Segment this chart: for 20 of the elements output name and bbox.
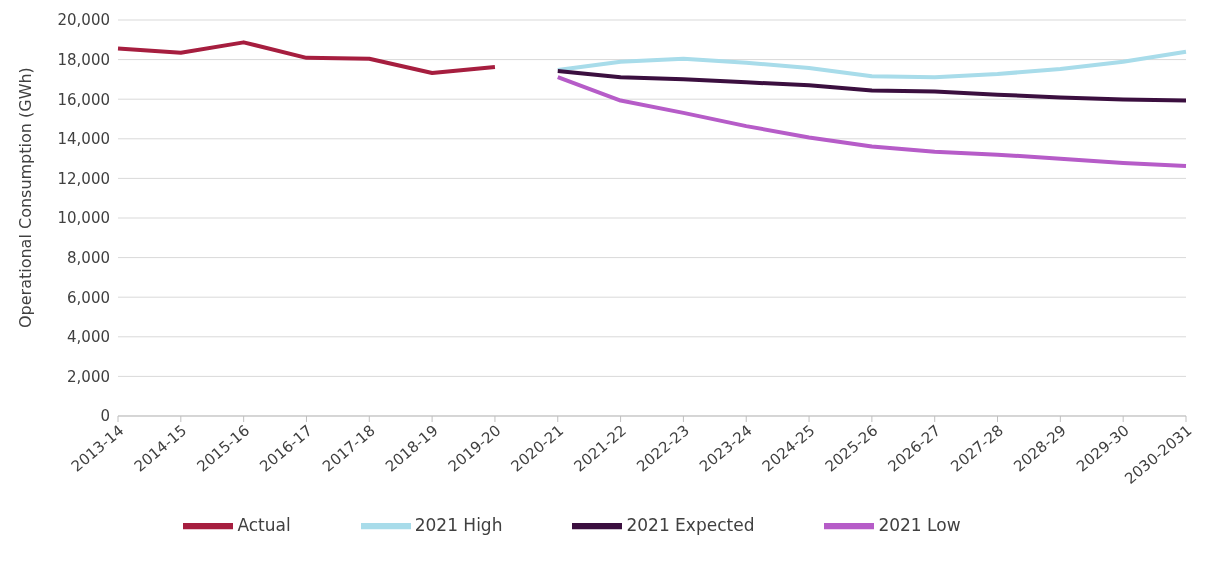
line-series [555,75,1188,168]
y-axis-title: Operational Consumption (GWh) [15,67,35,328]
y-tick-label: 18,000 [57,50,110,69]
legend-label: Actual [237,515,291,535]
line-series [116,40,497,76]
y-tick-label: 6,000 [67,288,110,307]
line-series [555,49,1188,80]
y-tick-label: 14,000 [57,130,110,149]
y-tick-label: 8,000 [67,248,110,267]
line-series [555,69,1188,103]
y-tick-label: 20,000 [57,11,110,30]
y-tick-label: 2,000 [67,367,110,386]
y-tick-label: 12,000 [57,169,110,188]
y-tick-label: 0 [100,407,110,426]
y-tick-label: 4,000 [67,328,110,347]
y-tick-label: 16,000 [57,90,110,109]
legend-label: 2021 High [414,515,503,535]
legend-label: 2021 Low [878,515,961,535]
legend-label: 2021 Expected [626,515,755,535]
y-tick-label: 10,000 [57,209,110,228]
